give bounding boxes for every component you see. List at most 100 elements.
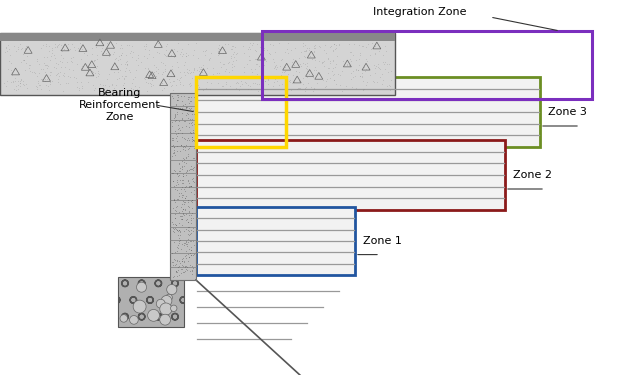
Text: Integration Zone: Integration Zone bbox=[373, 7, 466, 17]
Point bbox=[168, 136, 178, 142]
Point bbox=[53, 42, 63, 48]
Circle shape bbox=[160, 314, 170, 325]
Point bbox=[174, 263, 183, 269]
Point bbox=[312, 80, 322, 86]
Point bbox=[8, 78, 18, 84]
Point bbox=[174, 97, 183, 103]
Point bbox=[15, 80, 25, 86]
Point bbox=[157, 71, 167, 77]
Point bbox=[192, 67, 202, 73]
Point bbox=[19, 57, 29, 63]
Point bbox=[338, 88, 348, 94]
Point bbox=[271, 62, 281, 68]
Point bbox=[205, 86, 215, 92]
Point bbox=[230, 63, 239, 69]
Point bbox=[170, 152, 180, 157]
Point bbox=[171, 131, 181, 137]
Point bbox=[181, 154, 191, 160]
Point bbox=[187, 135, 197, 141]
Point bbox=[250, 66, 260, 72]
Point bbox=[328, 47, 338, 53]
Point bbox=[165, 79, 175, 85]
Point bbox=[83, 79, 93, 85]
Point bbox=[35, 86, 45, 92]
Point bbox=[329, 41, 339, 47]
Point bbox=[178, 206, 188, 212]
Point bbox=[172, 177, 182, 183]
Point bbox=[122, 58, 132, 64]
Point bbox=[188, 129, 198, 135]
Point bbox=[32, 56, 42, 62]
Point bbox=[181, 172, 191, 178]
Point bbox=[182, 255, 192, 261]
Point bbox=[40, 75, 50, 81]
Point bbox=[188, 138, 198, 144]
Point bbox=[184, 183, 194, 189]
Point bbox=[187, 75, 197, 81]
Point bbox=[325, 58, 335, 64]
Point bbox=[244, 46, 254, 53]
Point bbox=[183, 150, 193, 156]
Point bbox=[255, 44, 265, 50]
Point bbox=[29, 69, 39, 75]
Point bbox=[344, 63, 354, 69]
Point bbox=[177, 105, 187, 111]
Point bbox=[189, 191, 199, 197]
Point bbox=[300, 42, 310, 48]
Point bbox=[180, 248, 190, 254]
Point bbox=[306, 84, 316, 90]
Point bbox=[65, 74, 75, 80]
Point bbox=[292, 84, 302, 90]
Point bbox=[24, 62, 34, 68]
Point bbox=[274, 75, 284, 81]
Point bbox=[309, 45, 319, 51]
Point bbox=[230, 45, 239, 51]
Point bbox=[70, 47, 80, 53]
Point bbox=[321, 84, 331, 90]
Point bbox=[231, 85, 241, 91]
Point bbox=[380, 59, 390, 65]
Point bbox=[37, 76, 47, 82]
Point bbox=[40, 62, 50, 68]
Point bbox=[248, 80, 258, 86]
Point bbox=[264, 41, 274, 47]
Point bbox=[183, 96, 193, 102]
Point bbox=[157, 80, 167, 86]
Point bbox=[300, 48, 310, 54]
Point bbox=[175, 79, 185, 85]
Point bbox=[177, 266, 187, 272]
Point bbox=[169, 273, 179, 279]
Point bbox=[236, 78, 246, 84]
Point bbox=[161, 43, 171, 49]
Point bbox=[379, 61, 389, 67]
Point bbox=[277, 56, 287, 62]
Point bbox=[92, 63, 102, 69]
Point bbox=[13, 86, 23, 92]
Point bbox=[365, 52, 375, 58]
Point bbox=[178, 198, 188, 204]
Point bbox=[167, 119, 177, 125]
Point bbox=[62, 47, 72, 53]
Point bbox=[213, 46, 223, 52]
Point bbox=[98, 82, 108, 88]
Point bbox=[187, 116, 197, 122]
Point bbox=[190, 80, 200, 86]
Point bbox=[171, 261, 181, 267]
Point bbox=[332, 53, 342, 59]
Point bbox=[32, 84, 42, 90]
Point bbox=[170, 204, 180, 210]
Point bbox=[120, 73, 130, 79]
Point bbox=[378, 52, 388, 58]
Point bbox=[187, 134, 197, 140]
Point bbox=[325, 44, 335, 50]
Point bbox=[300, 88, 310, 94]
Point bbox=[259, 45, 269, 51]
Point bbox=[204, 57, 214, 63]
Text: Bearing
Reinforcement
Zone: Bearing Reinforcement Zone bbox=[79, 88, 161, 122]
Point bbox=[321, 78, 331, 84]
Point bbox=[182, 53, 192, 59]
Point bbox=[53, 79, 63, 85]
Point bbox=[174, 245, 183, 251]
Point bbox=[183, 251, 193, 257]
Point bbox=[339, 86, 349, 92]
